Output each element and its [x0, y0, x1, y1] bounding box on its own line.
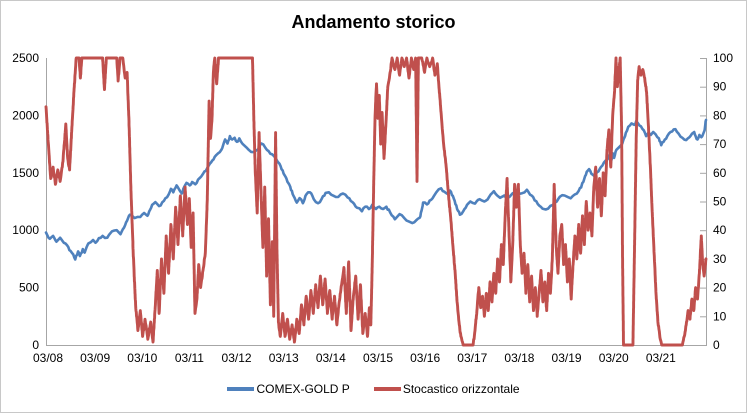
y-axis-left-label: 1000 [12, 223, 39, 237]
x-axis-label: 03/11 [175, 351, 204, 365]
y-axis-right-label: 50 [713, 195, 727, 209]
x-axis-label: 03/19 [552, 351, 582, 365]
legend: COMEX-GOLD P Stocastico orizzontale [1, 382, 746, 396]
y-axis-right-label: 60 [713, 166, 727, 180]
x-axis-label: 03/08 [33, 351, 63, 365]
legend-line-swatch-blue [227, 387, 255, 391]
y-axis-right-label: 40 [713, 223, 727, 237]
legend-line-swatch-red [373, 387, 401, 391]
y-axis-left-label: 500 [19, 281, 39, 295]
x-axis-label: 03/20 [599, 351, 629, 365]
legend-item-stocastico: Stocastico orizzontale [373, 382, 520, 396]
y-axis-right-label: 70 [713, 137, 727, 151]
y-axis-right-label: 80 [713, 108, 727, 122]
x-axis-label: 03/13 [269, 351, 299, 365]
y-axis-right-label: 30 [713, 252, 727, 266]
x-axis-label: 03/16 [410, 351, 440, 365]
y-axis-left-label: 0 [32, 338, 39, 352]
x-axis-label: 03/18 [504, 351, 534, 365]
x-axis-label: 03/10 [127, 351, 157, 365]
legend-label-stocastico: Stocastico orizzontale [402, 382, 520, 396]
series-line-stocastico [44, 56, 708, 347]
x-axis-label: 03/09 [80, 351, 110, 365]
y-axis-right-label: 0 [713, 338, 720, 352]
x-axis-label: 03/15 [363, 351, 393, 365]
y-axis-left-label: 2000 [12, 108, 39, 122]
y-axis-right-label: 100 [713, 51, 733, 65]
y-axis-right-label: 10 [713, 309, 727, 323]
y-axis-right-label: 20 [713, 281, 727, 295]
legend-item-comex-gold: COMEX-GOLD P [227, 382, 350, 396]
x-axis-label: 03/17 [457, 351, 487, 365]
chart-title: Andamento storico [291, 12, 456, 32]
y-axis-right-label: 90 [713, 80, 727, 94]
x-axis-label: 03/12 [222, 351, 252, 365]
y-axis-left-label: 1500 [12, 166, 39, 180]
x-axis-label: 03/21 [646, 351, 676, 365]
legend-label-comex-gold: COMEX-GOLD P [256, 382, 350, 396]
y-axis-left-label: 2500 [12, 51, 39, 65]
x-axis-label: 03/14 [316, 351, 346, 365]
